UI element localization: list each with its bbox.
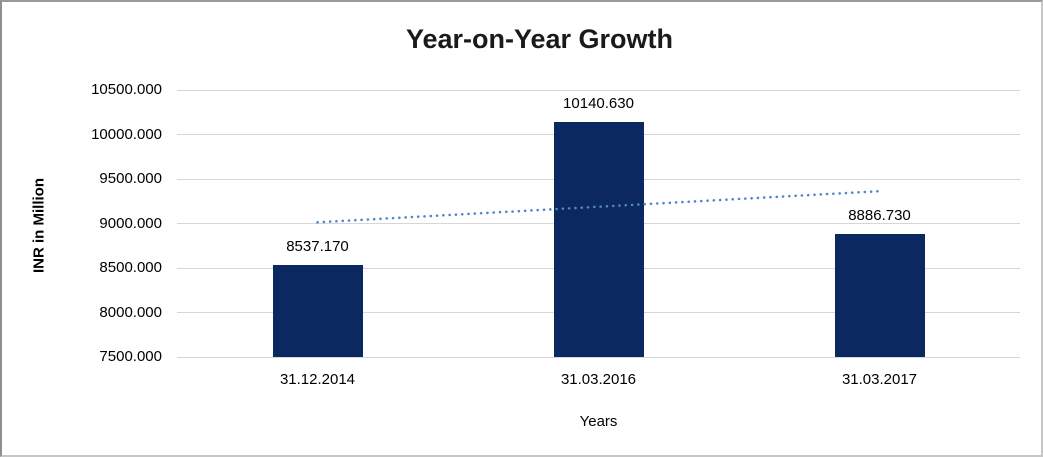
y-axis-tick-label: 8500.000 [99, 259, 162, 276]
y-axis-tick-label: 7500.000 [99, 348, 162, 365]
y-axis-tick-label: 8000.000 [99, 303, 162, 321]
y-axis-tick-label: 10000.000 [91, 125, 162, 143]
y-axis-tick-label: 9000.000 [99, 214, 162, 232]
chart-title: Year-on-Year Growth [405, 24, 674, 54]
x-axis-category-label: 31.03.2017 [841, 371, 918, 388]
plot-area [177, 89, 1020, 358]
x-axis-title: Years [579, 413, 618, 430]
y-axis-tick-label: 9500.000 [99, 170, 162, 187]
y-axis-tick-label: 10500.000 [91, 81, 162, 98]
bar-31.03.2016 [553, 121, 644, 357]
gridline [177, 89, 1020, 91]
x-axis-category-label: 31.03.2016 [560, 371, 637, 388]
y-axis-title: INR in Million [30, 178, 48, 273]
bar-value-label: 8537.170 [286, 237, 349, 255]
gridline [177, 356, 1020, 358]
bar-value-label: 10140.630 [563, 94, 634, 112]
x-axis-category-label: 31.12.2014 [279, 371, 356, 388]
trendline [316, 189, 881, 224]
bar-31.12.2014 [272, 264, 363, 357]
bar-31.03.2017 [834, 233, 925, 357]
bar-value-label: 8886.730 [848, 206, 911, 224]
